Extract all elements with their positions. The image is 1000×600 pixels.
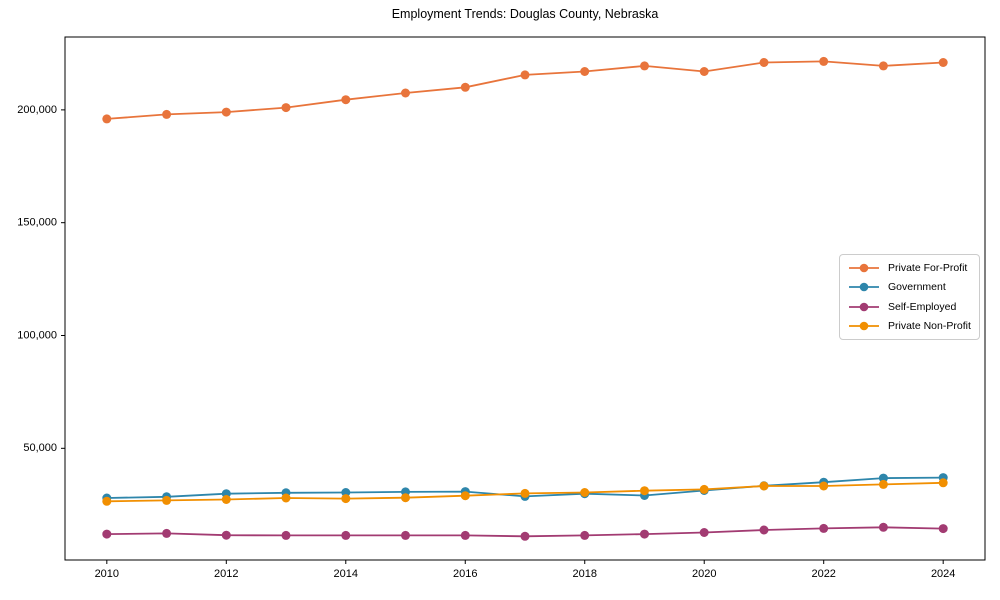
- legend-label: Government: [888, 281, 946, 294]
- data-point-self-employed: [162, 528, 172, 538]
- x-axis-tick-label: 2010: [95, 568, 119, 580]
- x-axis-tick-label: 2016: [453, 568, 477, 580]
- data-point-self-employed: [640, 529, 649, 539]
- data-point-private-for-profit: [341, 95, 351, 105]
- data-point-private-non-profit: [878, 479, 888, 489]
- data-point-private-for-profit: [281, 103, 291, 113]
- legend-marker-icon: [849, 263, 879, 273]
- data-point-private-for-profit: [699, 67, 709, 76]
- data-point-private-non-profit: [162, 495, 172, 505]
- data-point-self-employed: [460, 530, 470, 540]
- data-point-private-for-profit: [221, 107, 231, 117]
- legend: Private For-Profit Government Self-Employe…: [839, 254, 980, 340]
- data-point-self-employed: [759, 525, 769, 535]
- data-point-private-non-profit: [759, 481, 769, 491]
- data-point-private-for-profit: [878, 61, 888, 71]
- data-point-self-employed: [938, 524, 948, 534]
- data-point-private-for-profit: [162, 109, 172, 119]
- data-point-self-employed: [819, 523, 829, 533]
- data-point-self-employed: [878, 522, 888, 532]
- data-point-self-employed: [341, 530, 351, 540]
- y-axis-tick-label: 100,000: [17, 329, 57, 341]
- data-point-private-non-profit: [938, 478, 948, 488]
- legend-item-self-employed: Self-Employed: [848, 298, 973, 316]
- data-point-private-for-profit: [819, 56, 829, 66]
- data-point-self-employed: [699, 528, 709, 537]
- legend-marker-icon: [849, 282, 879, 292]
- legend-label: Self-Employed: [888, 300, 957, 313]
- data-point-self-employed: [281, 530, 291, 540]
- data-point-private-non-profit: [401, 493, 410, 503]
- legend-marker-icon: [849, 302, 879, 312]
- y-axis-tick-label: 150,000: [17, 217, 57, 229]
- x-axis-tick-label: 2012: [214, 568, 238, 580]
- data-point-private-non-profit: [819, 481, 829, 491]
- legend-item-government: Government: [848, 278, 973, 296]
- plot-border: [64, 36, 986, 561]
- y-axis-tick-label: 50,000: [23, 442, 57, 454]
- data-point-private-non-profit: [102, 496, 112, 506]
- data-point-private-for-profit: [580, 67, 590, 76]
- x-axis-tick-label: 2022: [811, 568, 835, 580]
- data-point-private-for-profit: [102, 114, 112, 124]
- x-axis-tick-label: 2018: [572, 568, 596, 580]
- data-point-self-employed: [401, 530, 410, 540]
- chart-title: Employment Trends: Douglas County, Nebra…: [391, 7, 659, 21]
- legend-item-private-for-profit: Private For-Profit: [848, 259, 973, 277]
- series-line-private-for-profit: [106, 60, 944, 120]
- data-point-self-employed: [580, 530, 590, 540]
- data-point-private-non-profit: [699, 484, 709, 494]
- data-point-private-for-profit: [401, 88, 410, 98]
- legend-item-private-non-profit: Private Non-Profit: [848, 317, 973, 335]
- data-point-private-non-profit: [460, 491, 470, 501]
- legend-label: Private For-Profit: [888, 261, 968, 274]
- data-point-private-non-profit: [341, 494, 351, 504]
- data-point-private-for-profit: [938, 58, 948, 67]
- data-point-private-non-profit: [640, 486, 649, 496]
- data-point-self-employed: [520, 531, 530, 541]
- y-axis-tick-label: 200,000: [17, 104, 57, 116]
- x-axis-tick-label: 2024: [931, 568, 955, 580]
- data-point-private-for-profit: [460, 82, 470, 92]
- data-point-private-for-profit: [520, 70, 530, 80]
- x-axis-tick-label: 2014: [334, 568, 358, 580]
- data-point-private-non-profit: [580, 488, 590, 497]
- x-axis-tick-label: 2020: [692, 568, 716, 580]
- data-point-private-for-profit: [759, 58, 769, 67]
- data-point-private-non-profit: [221, 495, 231, 504]
- data-point-private-non-profit: [281, 493, 291, 503]
- legend-marker-icon: [849, 321, 879, 331]
- data-point-self-employed: [102, 529, 112, 539]
- data-point-self-employed: [221, 530, 231, 540]
- data-point-government: [878, 473, 888, 483]
- data-point-private-non-profit: [520, 488, 530, 498]
- data-point-private-for-profit: [640, 61, 649, 71]
- legend-label: Private Non-Profit: [888, 320, 971, 333]
